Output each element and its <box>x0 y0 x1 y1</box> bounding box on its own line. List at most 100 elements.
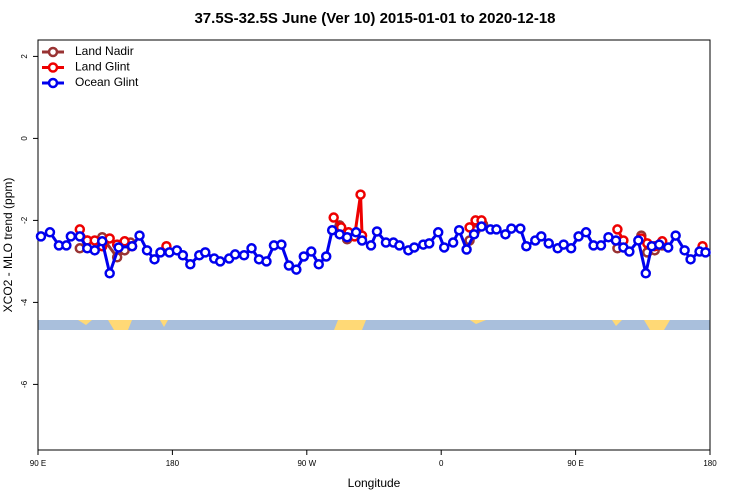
y-tick-label: -2 <box>20 216 29 224</box>
x-tick-label: 90 E <box>30 459 46 468</box>
data-point <box>326 224 338 236</box>
land-shape <box>78 320 92 325</box>
data-point <box>476 221 487 232</box>
data-point <box>633 235 644 246</box>
data-point <box>700 247 711 258</box>
data-point <box>44 227 56 238</box>
data-point <box>624 246 635 257</box>
land-shape <box>644 320 670 330</box>
land-shape <box>160 320 168 327</box>
data-point <box>350 227 362 238</box>
data-point <box>113 242 124 253</box>
data-point <box>320 251 332 262</box>
data-point <box>461 244 472 255</box>
data-point <box>521 240 532 252</box>
data-point <box>35 231 47 242</box>
y-tick-label: 0 <box>20 136 29 141</box>
data-point <box>246 243 257 254</box>
data-point <box>543 238 554 249</box>
data-point <box>685 254 696 265</box>
x-tick-label: 180 <box>703 459 717 468</box>
x-axis-label: Longitude <box>348 476 401 490</box>
x-tick-label: 180 <box>166 459 180 468</box>
data-point <box>371 226 383 237</box>
data-point <box>491 224 502 235</box>
data-point <box>453 224 465 236</box>
land-shape <box>612 320 622 326</box>
data-point <box>134 230 145 241</box>
data-point <box>61 240 72 251</box>
data-point <box>96 236 108 247</box>
plot-frame <box>37 39 711 451</box>
data-point <box>104 268 115 279</box>
data-point <box>438 242 450 253</box>
legend-label: Ocean Glint <box>75 75 139 89</box>
map-strip <box>38 320 710 330</box>
data-point <box>468 229 480 240</box>
x-tick-label: 0 <box>439 459 444 468</box>
data-point <box>283 260 295 271</box>
data-point <box>214 256 226 267</box>
data-point <box>261 256 272 267</box>
data-point <box>506 223 517 234</box>
data-point <box>515 223 526 234</box>
data-point <box>126 240 138 252</box>
data-point <box>177 250 189 261</box>
data-point <box>640 268 652 279</box>
data-point <box>291 264 302 275</box>
land-shape <box>470 320 486 324</box>
x-tick-label: 90 W <box>297 459 316 468</box>
data-point <box>394 240 405 251</box>
data-point <box>424 238 435 249</box>
data-point <box>298 251 310 262</box>
data-point <box>653 239 665 250</box>
y-axis-label: XCO2 - MLO trend (ppm) <box>1 178 15 313</box>
legend-marker <box>47 77 59 89</box>
data-point <box>409 242 420 253</box>
chart-title: 37.5S-32.5S June (Ver 10) 2015-01-01 to … <box>194 10 555 27</box>
legend-marker <box>47 46 59 58</box>
data-point <box>573 231 584 242</box>
data-point <box>155 247 166 258</box>
legend-label: Land Glint <box>75 60 130 74</box>
data-point <box>276 239 287 250</box>
data-point <box>432 227 444 238</box>
data-point <box>313 259 324 270</box>
data-point <box>328 212 339 223</box>
data-point <box>565 243 577 254</box>
data-point <box>464 222 475 233</box>
data-point <box>500 229 511 240</box>
y-tick-label: 2 <box>20 54 29 59</box>
data-point <box>200 247 211 258</box>
y-tick-label: -6 <box>20 380 29 388</box>
data-point <box>612 224 623 235</box>
data-point <box>595 240 607 251</box>
data-point <box>662 242 674 253</box>
land-shape <box>108 320 132 330</box>
data-point <box>355 189 366 200</box>
data-point <box>365 240 377 251</box>
data-point <box>229 249 241 260</box>
data-point <box>119 236 130 247</box>
legend-marker <box>47 62 59 73</box>
data-point <box>65 231 77 242</box>
data-point <box>89 245 100 256</box>
data-point <box>185 259 196 270</box>
data-point <box>149 254 160 265</box>
data-point <box>610 235 622 246</box>
data-point <box>670 230 681 241</box>
land-shape <box>334 320 366 330</box>
y-tick-label: -4 <box>20 298 29 306</box>
data-point <box>356 235 368 246</box>
data-point <box>447 237 459 248</box>
data-point <box>141 245 153 256</box>
data-point <box>536 231 547 242</box>
legend-label: Land Nadir <box>75 44 134 58</box>
data-point <box>74 231 86 242</box>
x-tick-label: 90 E <box>567 459 583 468</box>
data-point <box>341 231 353 243</box>
data-point <box>306 246 317 257</box>
data-point <box>238 250 250 261</box>
ocean-band <box>38 320 710 330</box>
